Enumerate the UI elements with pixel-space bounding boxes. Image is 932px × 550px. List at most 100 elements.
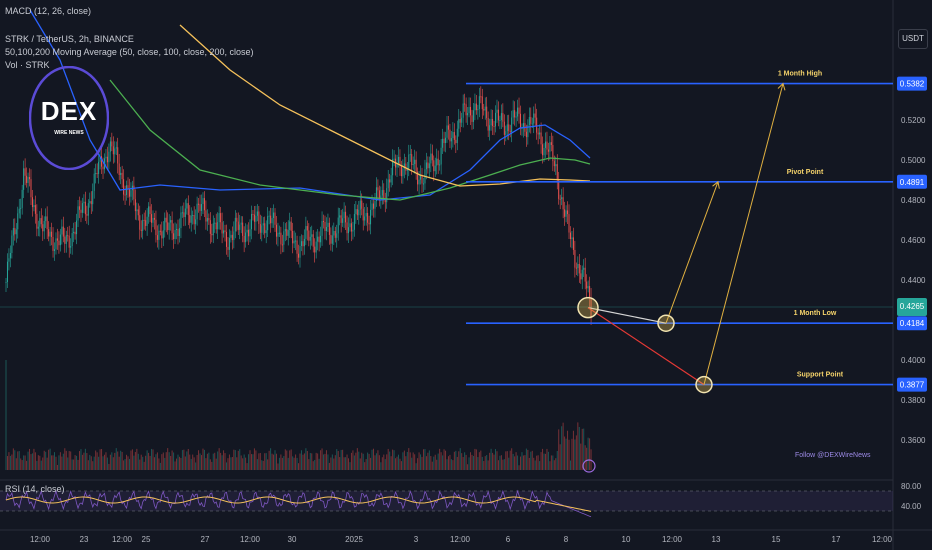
volume-bar [439,448,441,470]
candle-body [165,217,167,223]
candle-body [183,212,185,218]
candle-body [475,103,477,111]
rsi-indicator-title[interactable]: RSI (14, close) [5,484,65,494]
volume-bar [571,438,573,470]
volume-bar [127,456,129,470]
candle-body [337,217,339,234]
volume-bar [589,438,591,470]
volume-bar [12,448,14,470]
volume-bar [199,453,201,470]
candle-body [209,220,211,234]
volume-bar [233,449,235,470]
candle-body [56,238,58,241]
arrowhead-pivot [712,180,720,189]
candle-body [31,197,33,208]
x-tick-label: 12:00 [112,535,133,544]
volume-bar [449,454,451,470]
candle-body [490,119,492,126]
macd-indicator-title[interactable]: MACD (12, 26, close) [5,6,92,16]
volume-bar [167,448,169,470]
volume-bar [243,454,245,470]
candle-body [492,119,494,127]
candle-body [392,159,394,176]
volume-bar [530,451,532,470]
candle-body [352,229,354,232]
volume-bar [343,457,345,470]
volume-bar [572,430,574,470]
candle-body [378,190,380,201]
candle-body [331,235,333,244]
volume-bar [134,452,136,470]
candle-body [30,179,32,198]
candle-body [539,132,541,135]
candle-body [134,199,136,212]
volume-bar [424,449,426,470]
candle-body [20,207,22,209]
volume-bar [386,454,388,470]
candle-body [422,183,424,185]
y-tick-label: 0.3800 [901,396,926,405]
logo-subtext: WIRE NEWS [54,130,84,136]
candle-body [234,217,236,232]
candle-body [161,231,163,239]
volume-bar [437,453,439,470]
candle-body [93,173,95,191]
candle-body [158,230,160,240]
volume-bar [305,448,307,470]
candle-body [568,214,570,233]
volume-bar [421,456,423,470]
candle-body [346,222,348,234]
volume-bar [286,450,288,470]
candle-body [201,204,203,211]
currency-button[interactable]: USDT [898,29,928,49]
volume-bar [105,452,107,470]
candle-body [89,201,91,204]
candle-body [583,267,585,270]
moving-average-title[interactable]: 50,100,200 Moving Average (50, close, 10… [5,47,254,57]
volume-bar [187,448,189,470]
volume-bar [378,455,380,470]
volume-bar [361,452,363,470]
candle-body [336,233,338,238]
candle-body [343,211,345,219]
symbol-title[interactable]: STRK / TetherUS, 2h, BINANCE [5,34,134,44]
volume-bar [299,453,301,470]
volume-bar [547,451,549,470]
candle-body [239,224,241,230]
candle-body [393,158,395,160]
candle-body [5,282,7,283]
candle-body [171,220,173,234]
candle-body [465,104,467,116]
volume-bar [403,450,405,470]
volume-bar [349,462,351,470]
volume-bar [396,456,398,470]
volume-bar [470,452,472,470]
candle-body [581,269,583,280]
candle-body [6,261,8,282]
x-tick-label: 30 [288,535,297,544]
candle-body [374,201,376,209]
candle-body [34,205,36,214]
volume-bar [245,457,247,470]
volume-bar [84,448,86,470]
candle-body [542,144,544,156]
volume-bar [371,449,373,470]
candle-body [106,156,108,163]
candle-body [345,211,347,223]
volume-bar [61,456,63,470]
candle-body [21,189,23,208]
candle-body [472,110,474,122]
candle-body [98,161,100,174]
volume-bar [559,444,561,470]
volume-bar [303,453,305,470]
candle-body [415,159,417,172]
candle-body [143,219,145,221]
volume-indicator-title[interactable]: Vol · STRK [5,60,50,70]
volume-bar [331,454,333,470]
volume-bar [433,456,435,470]
candle-body [428,163,430,169]
volume-bar [405,456,407,470]
volume-bar [321,448,323,470]
candle-body [240,222,242,225]
